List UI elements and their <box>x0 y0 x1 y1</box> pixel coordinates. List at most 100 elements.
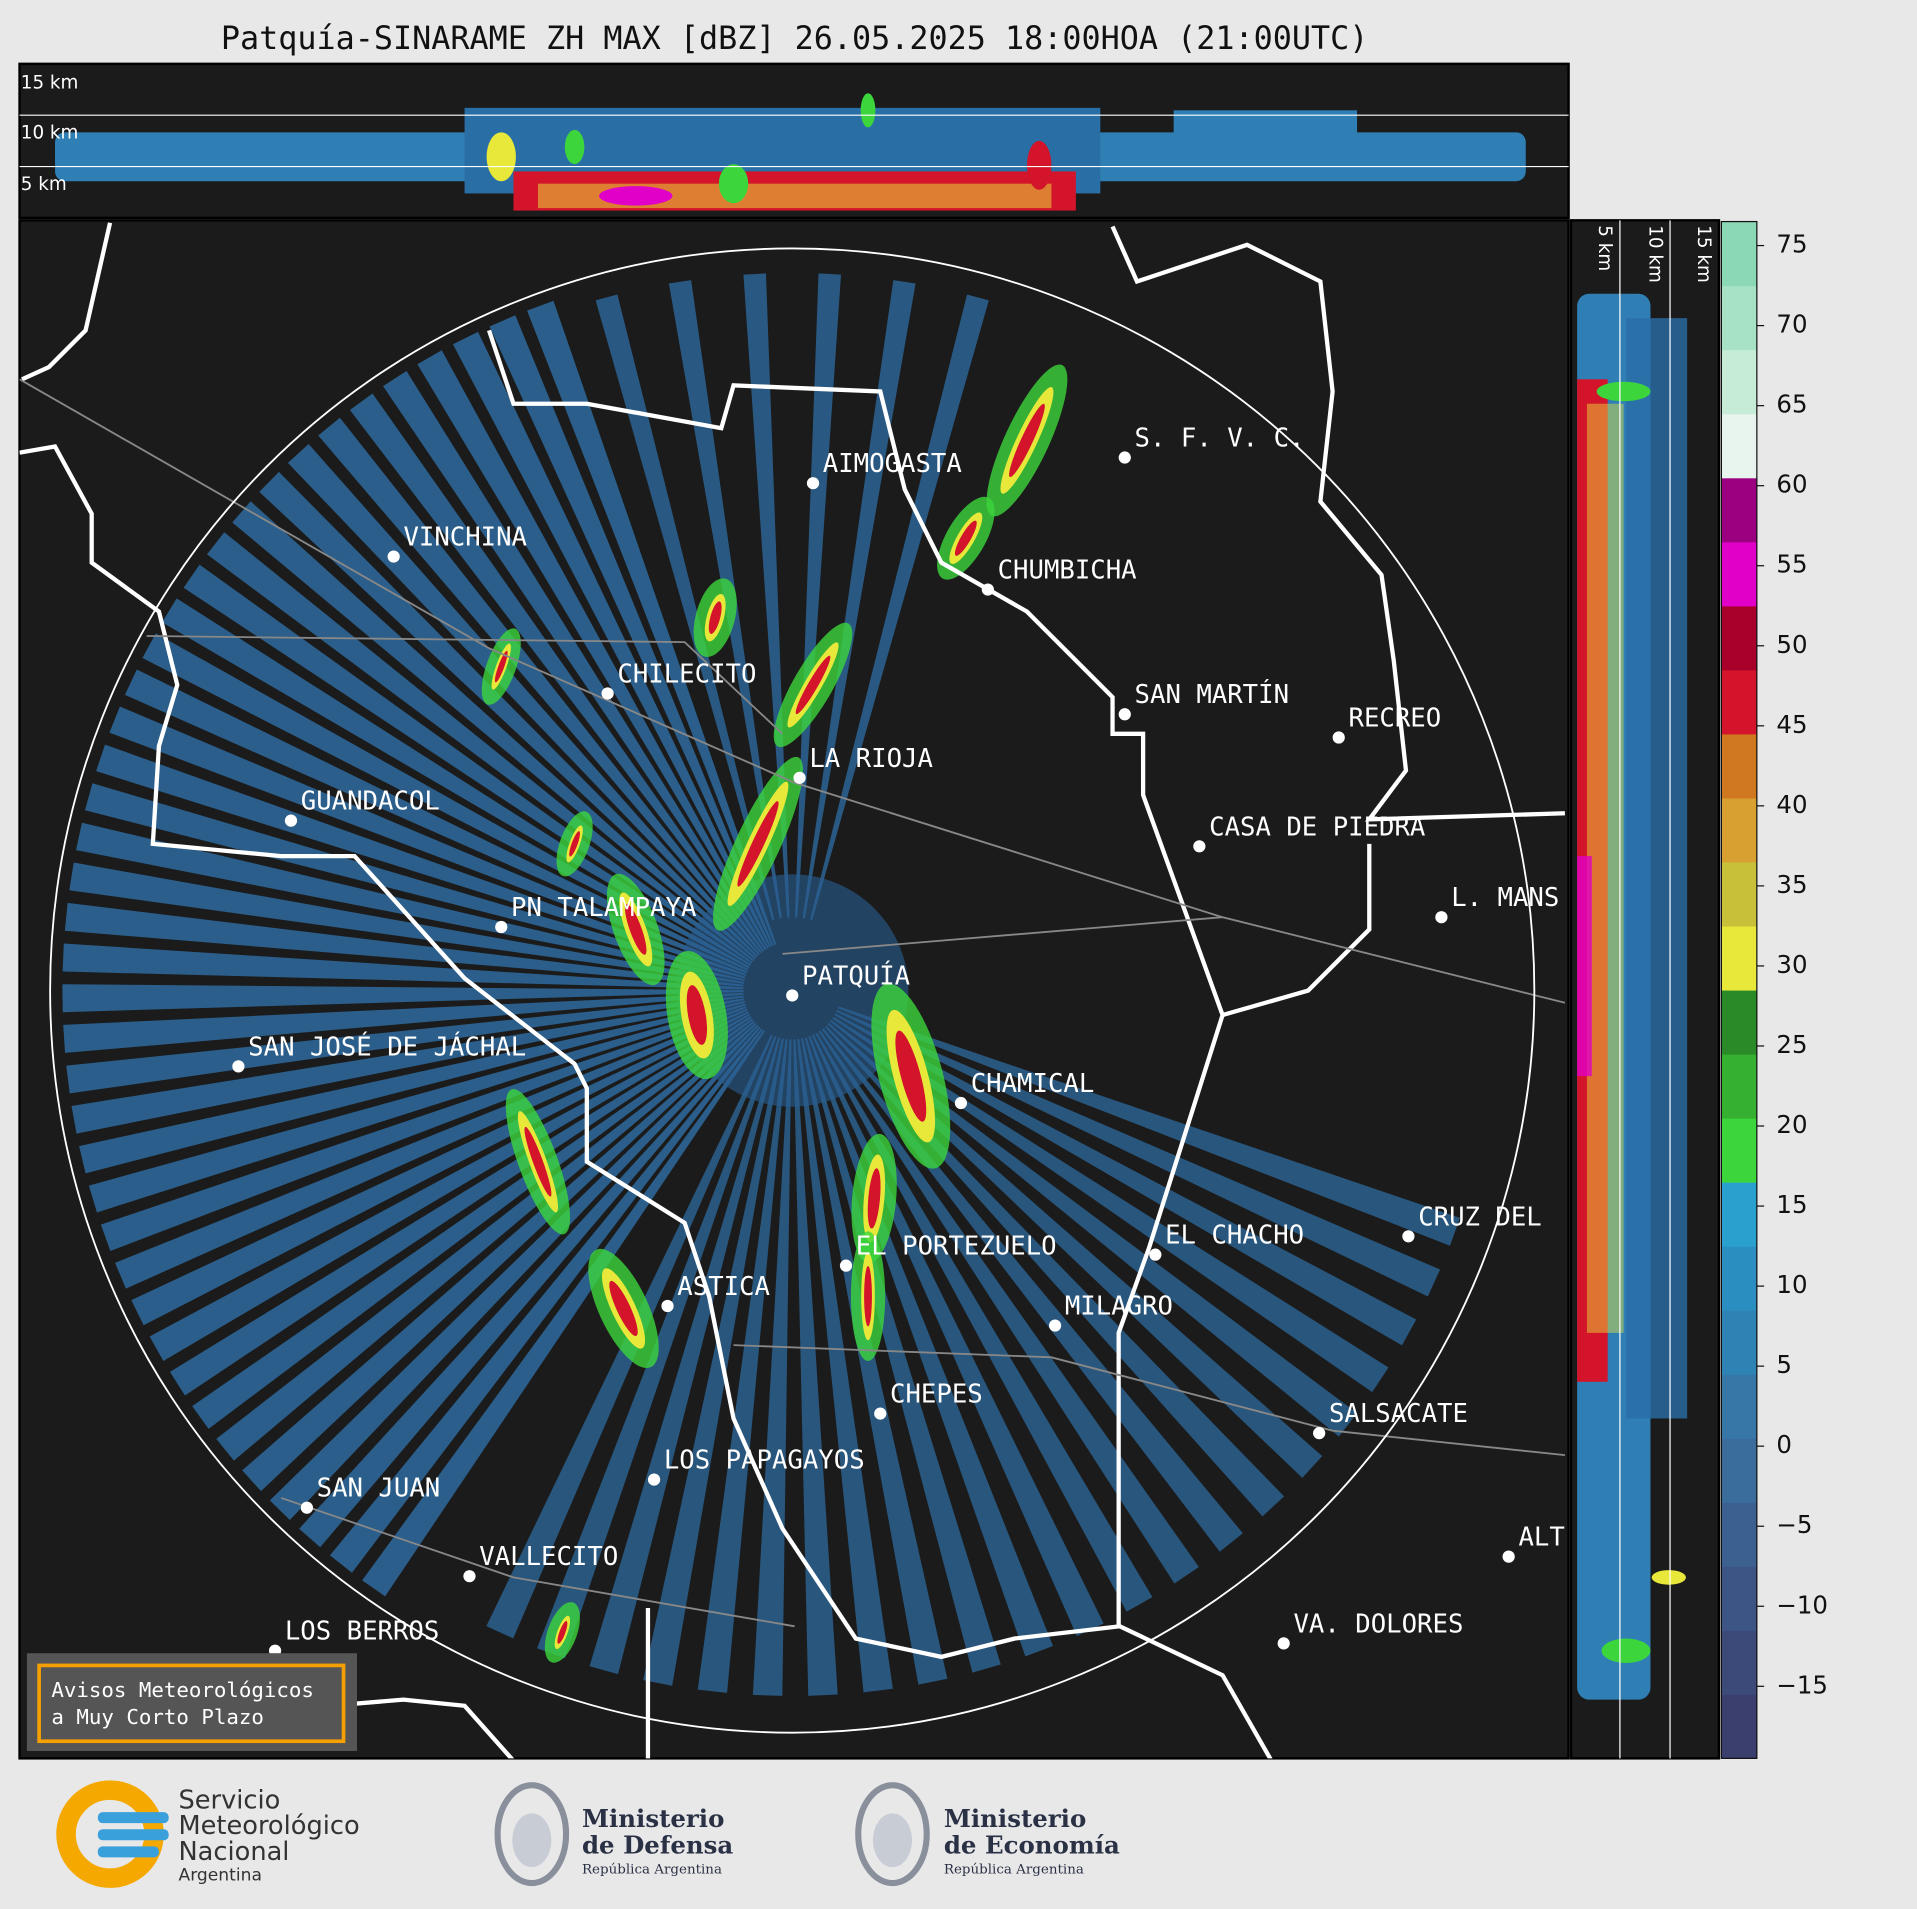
logo-text: Servicio <box>178 1785 280 1815</box>
color-band <box>1721 1246 1757 1311</box>
range-ring <box>49 247 1536 1734</box>
color-band <box>1721 541 1757 607</box>
place-label: PN TALAMPAYA <box>511 893 696 923</box>
colorbar-tick-label: 45 <box>1776 710 1807 739</box>
radar-ray <box>527 300 777 945</box>
echo <box>569 831 580 857</box>
colorbar-tick-label: 70 <box>1776 310 1807 339</box>
echo <box>524 1126 552 1197</box>
notice-text: a Muy Corto Plazo <box>51 1705 264 1729</box>
radar-ray <box>489 315 774 947</box>
logo-text: República Argentina <box>582 1862 722 1877</box>
radar-ray <box>142 633 750 969</box>
colorbar-tick-label: 5 <box>1776 1350 1792 1379</box>
radar-ray <box>697 1038 788 1693</box>
echo <box>895 1030 927 1122</box>
radar-ray <box>834 1013 1417 1346</box>
height-label: 5 km <box>1594 225 1615 271</box>
place-marker <box>839 1259 853 1272</box>
place-label: RECREO <box>1349 703 1442 733</box>
place-marker <box>387 550 400 563</box>
echo <box>737 801 779 887</box>
place-label: CHUMBICHA <box>998 556 1137 586</box>
echo <box>494 650 508 683</box>
smn-logo <box>56 1780 169 1888</box>
logo-text: Meteorológico <box>178 1811 359 1841</box>
place-label: CASA DE PIEDRA <box>1209 812 1425 842</box>
radar-ray <box>63 992 744 1053</box>
radar-ray <box>743 273 790 918</box>
province-border <box>487 329 1225 1627</box>
radar-ray <box>818 1030 1199 1584</box>
echo <box>1009 403 1045 478</box>
radar-ray <box>169 1016 752 1396</box>
storm-cell <box>871 983 951 1169</box>
place-label: LOS BERROS <box>285 1617 439 1647</box>
storm-cell <box>713 756 803 931</box>
place-label: VA. DOLORES <box>1293 1609 1463 1639</box>
height-label: 5 km <box>21 174 67 195</box>
radar-ray <box>452 331 772 948</box>
province-border <box>1221 843 1372 1018</box>
emblem <box>855 1782 930 1887</box>
storm-cell <box>556 811 593 877</box>
colorbar-tick-label: −5 <box>1776 1510 1812 1539</box>
height-label: 10 km <box>21 122 79 143</box>
place-label: CHAMICAL <box>971 1069 1095 1099</box>
radar-ray <box>752 1039 792 1696</box>
logo-text: Ministerio <box>944 1804 1086 1833</box>
colorbar-tick-label: 10 <box>1776 1270 1807 1299</box>
place-label: SALSACATE <box>1329 1399 1468 1429</box>
radar-ray <box>362 1030 765 1597</box>
radar-ray <box>124 669 749 971</box>
place-label: PATQUÍA <box>802 959 910 991</box>
colorbar-tick-label: 15 <box>1776 1190 1807 1219</box>
department-border <box>146 635 784 735</box>
logo-text: Ministerio <box>582 1804 724 1833</box>
place-marker <box>495 920 508 934</box>
color-band <box>1721 861 1757 927</box>
place-marker <box>1332 731 1345 744</box>
radar-ray <box>832 1016 1389 1393</box>
colorbar-tick-label: 35 <box>1776 870 1807 899</box>
color-band <box>1721 1630 1757 1695</box>
place-label: S. F. V. C. <box>1135 424 1305 454</box>
radar-ray <box>206 532 755 962</box>
radar-ray <box>62 943 744 990</box>
place-label: LOS PAPAGAYOS <box>664 1446 865 1476</box>
department-border <box>733 1344 1565 1457</box>
place-label: CHEPES <box>890 1380 983 1410</box>
place-marker <box>793 771 806 784</box>
radar-ray <box>299 1026 761 1548</box>
place-label: SAN JUAN <box>317 1474 441 1504</box>
radar-ray <box>96 744 747 976</box>
radar-ray <box>830 1019 1358 1437</box>
radar-ray <box>71 998 745 1134</box>
radar-ray <box>349 393 765 952</box>
emblem <box>512 1813 552 1868</box>
storm-cell <box>588 1248 659 1369</box>
storm-cell <box>544 1602 580 1663</box>
colorbar-tick-label: 60 <box>1776 470 1807 499</box>
map: AIMOGASTA S. F. V. C. VINCHINA CHUMBICHA CHI… <box>19 222 1566 1759</box>
radar-ray <box>797 1038 893 1693</box>
radar-ray <box>88 1003 746 1213</box>
echo <box>686 985 708 1045</box>
department-border <box>19 378 1223 919</box>
place-label: L. MANS <box>1451 883 1559 913</box>
emblem <box>872 1813 913 1868</box>
place-marker <box>1402 1230 1415 1243</box>
color-band <box>1721 1374 1757 1439</box>
place-marker <box>786 989 799 1002</box>
logo-text: República Argentina <box>944 1862 1084 1877</box>
radar-ray <box>100 1006 747 1251</box>
radar-ray <box>329 1028 763 1573</box>
notice-box <box>26 1653 357 1752</box>
place-label: EL PORTEZUELO <box>856 1232 1057 1262</box>
place-marker <box>1277 1637 1290 1650</box>
radar-ray <box>162 598 752 966</box>
colorbar-tick-label: 55 <box>1776 550 1807 579</box>
height-label: 10 km <box>1644 225 1665 283</box>
radar-ray <box>84 783 746 979</box>
department-border <box>782 916 1566 1004</box>
